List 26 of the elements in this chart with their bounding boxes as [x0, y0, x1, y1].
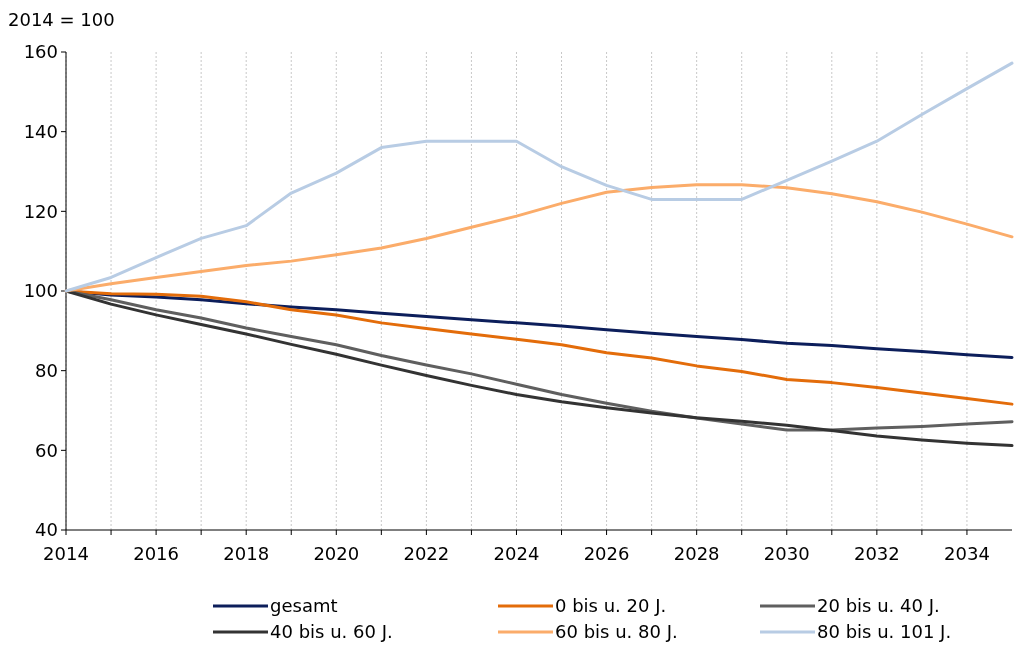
x-tick-label: 2032: [853, 543, 900, 564]
y-tick-label: 120: [23, 200, 58, 222]
y-tick-label: 80: [35, 359, 58, 381]
y-tick-label: 100: [23, 280, 58, 302]
x-tick-label: 2020: [313, 543, 360, 564]
y-tick-label: 160: [23, 41, 58, 63]
x-tick-label: 2022: [403, 543, 450, 564]
x-tick-label: 2034: [944, 543, 990, 564]
x-tick-label: 2018: [223, 543, 270, 564]
line-series: [64, 61, 1014, 293]
x-tick-label: 2024: [493, 543, 540, 564]
y-tick-label: 140: [23, 120, 58, 142]
legend-label: 20 bis u. 40 J.: [817, 595, 940, 617]
x-tick-label: 2026: [583, 543, 630, 564]
x-tick-label: 2028: [673, 543, 720, 564]
legend-label: 0 bis u. 20 J.: [555, 595, 667, 617]
x-tick-label: 2014: [43, 543, 89, 564]
y-tick-label: 40: [35, 519, 58, 541]
x-tick-label: 2030: [763, 543, 810, 564]
legend-label: 80 bis u. 101 J.: [817, 621, 952, 643]
legend-label: 60 bis u. 80 J.: [555, 621, 678, 643]
x-tick-label: 2016: [133, 543, 179, 564]
legend-label: gesamt: [270, 595, 338, 617]
y-tick-label: 60: [35, 439, 58, 461]
y-axis-title: 2014 = 100: [8, 9, 115, 30]
legend-label: 40 bis u. 60 J.: [270, 621, 393, 643]
